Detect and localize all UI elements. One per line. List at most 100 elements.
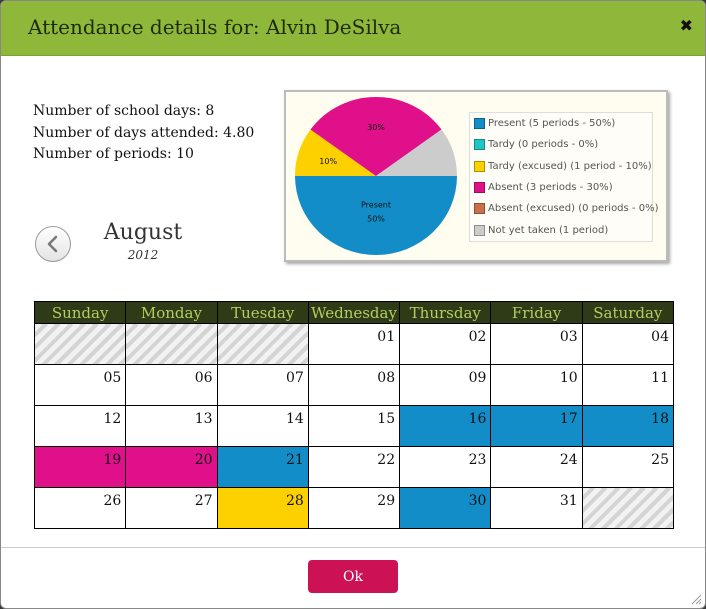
calendar-day-22[interactable]: 22 (307, 446, 401, 488)
calendar-day-23[interactable]: 23 (399, 446, 492, 488)
pie-slice-tardy-excused- (295, 129, 376, 176)
pie-label: Present (361, 201, 391, 210)
calendar-day-21[interactable]: 21 (216, 446, 309, 488)
legend-swatch (474, 160, 485, 172)
calendar-day-11[interactable]: 11 (581, 364, 675, 406)
calendar-day-20[interactable]: 20 (125, 446, 218, 488)
day-number: 28 (286, 493, 304, 509)
day-number: 21 (286, 452, 304, 468)
day-number: 29 (377, 493, 396, 509)
day-number: 17 (559, 411, 578, 427)
day-number: 27 (194, 493, 213, 509)
day-number: 08 (377, 370, 396, 386)
calendar-day-12[interactable]: 12 (33, 405, 127, 447)
calendar-day-27[interactable]: 27 (125, 487, 218, 529)
legend-item: Tardy (0 periods - 0%) (474, 134, 598, 155)
day-number: 26 (103, 493, 122, 509)
legend-swatch (474, 181, 485, 193)
calendar-day-30[interactable]: 30 (399, 487, 492, 529)
calendar-day-01[interactable]: 01 (307, 323, 401, 365)
ok-button[interactable]: Ok (308, 560, 398, 593)
attendance-summary: Number of school days: 8 Number of days … (33, 101, 254, 166)
close-icon[interactable]: ✖ (679, 16, 693, 35)
calendar-day-17[interactable]: 17 (490, 405, 583, 447)
footer-divider (1, 547, 705, 548)
legend-item: Present (5 periods - 50%) (474, 113, 615, 134)
pie-label: 10% (319, 157, 337, 166)
calendar-day-29[interactable]: 29 (307, 487, 401, 529)
weekday-header-row: Sunday Monday Tuesday Wednesday Thursday Frid… (33, 301, 675, 324)
dialog-title: Attendance details for: Alvin DeSilva (28, 15, 402, 39)
weekday-saturday: Saturday (581, 301, 675, 324)
calendar-day-16[interactable]: 16 (399, 405, 492, 447)
periods-count: Number of periods: 10 (33, 146, 194, 162)
day-number: 03 (559, 329, 578, 345)
pie-svg: Present 50% 10% 30% (295, 96, 457, 255)
day-number: 05 (103, 370, 122, 386)
calendar-week-row: 26 27 28 29 30 31 (33, 487, 675, 529)
calendar-day-10[interactable]: 10 (490, 364, 583, 406)
calendar-month: August (103, 220, 183, 245)
legend-swatch (474, 224, 485, 236)
previous-month-button[interactable] (35, 226, 71, 262)
weekday-friday: Friday (490, 301, 583, 324)
calendar-day-19[interactable]: 19 (33, 446, 127, 488)
calendar-day-25[interactable]: 25 (581, 446, 675, 488)
legend-swatch (474, 139, 485, 151)
calendar-week-row: 19 20 21 22 23 24 25 (33, 446, 675, 488)
calendar-week-row: 01 02 03 04 (33, 323, 675, 365)
day-number: 22 (377, 452, 396, 468)
calendar-day-15[interactable]: 15 (307, 405, 401, 447)
calendar-day-26[interactable]: 26 (33, 487, 127, 529)
day-number: 20 (194, 452, 213, 468)
pie-label: 30% (367, 123, 385, 132)
calendar-day-24[interactable]: 24 (490, 446, 583, 488)
calendar-day-13[interactable]: 13 (125, 405, 218, 447)
calendar-day-03[interactable]: 03 (490, 323, 583, 365)
calendar-empty-cell (581, 487, 675, 529)
calendar-day-18[interactable]: 18 (581, 405, 675, 447)
calendar-day-14[interactable]: 14 (216, 405, 309, 447)
calendar-day-05[interactable]: 05 (33, 364, 127, 406)
calendar-day-07[interactable]: 07 (216, 364, 309, 406)
day-number: 16 (468, 411, 487, 427)
day-number: 12 (103, 411, 122, 427)
pie-label: 50% (367, 215, 385, 224)
day-number: 15 (377, 411, 396, 427)
legend-label: Absent (excused) (0 periods - 0%) (488, 203, 659, 215)
days-attended-count: Number of days attended: 4.80 (33, 124, 255, 141)
pie-slice-not-yet-taken (376, 129, 457, 176)
calendar-empty-cell (216, 323, 309, 365)
legend-label: Present (5 periods - 50%) (488, 118, 616, 129)
weekday-tuesday: Tuesday (216, 301, 309, 324)
chevron-left-icon (47, 235, 58, 253)
calendar-year: 2012 (127, 248, 159, 262)
legend-item: Not yet taken (1 period) (474, 220, 608, 241)
calendar-empty-cell (33, 323, 127, 365)
legend-swatch (474, 203, 485, 215)
legend-label: Not yet taken (1 period) (488, 224, 609, 236)
legend-item: Tardy (excused) (1 period - 10%) (474, 156, 652, 177)
calendar-day-02[interactable]: 02 (399, 323, 492, 365)
attendance-pie-chart: Present 50% 10% 30% Present (5 periods - 50… (284, 90, 668, 262)
day-number: 14 (286, 411, 304, 427)
legend-label: Tardy (0 periods - 0%) (488, 139, 599, 151)
resize-grip-icon[interactable] (690, 593, 702, 605)
calendar-day-09[interactable]: 09 (399, 364, 492, 406)
school-days-count: Number of school days: 8 (33, 103, 215, 119)
calendar-day-08[interactable]: 08 (307, 364, 401, 406)
day-number: 13 (194, 411, 213, 427)
calendar-day-28[interactable]: 28 (216, 487, 309, 529)
calendar-day-06[interactable]: 06 (125, 364, 218, 406)
calendar-week-row: 12 13 14 15 16 17 18 (33, 405, 675, 447)
day-number: 30 (468, 493, 487, 509)
calendar-day-31[interactable]: 31 (490, 487, 583, 529)
calendar-day-04[interactable]: 04 (581, 323, 675, 365)
day-number: 02 (468, 329, 487, 345)
day-number: 09 (468, 370, 487, 386)
day-number: 07 (286, 370, 304, 386)
day-number: 06 (194, 370, 213, 386)
day-number: 11 (651, 370, 669, 386)
dialog-titlebar[interactable]: Attendance details for: Alvin DeSilva ✖ (1, 1, 705, 56)
